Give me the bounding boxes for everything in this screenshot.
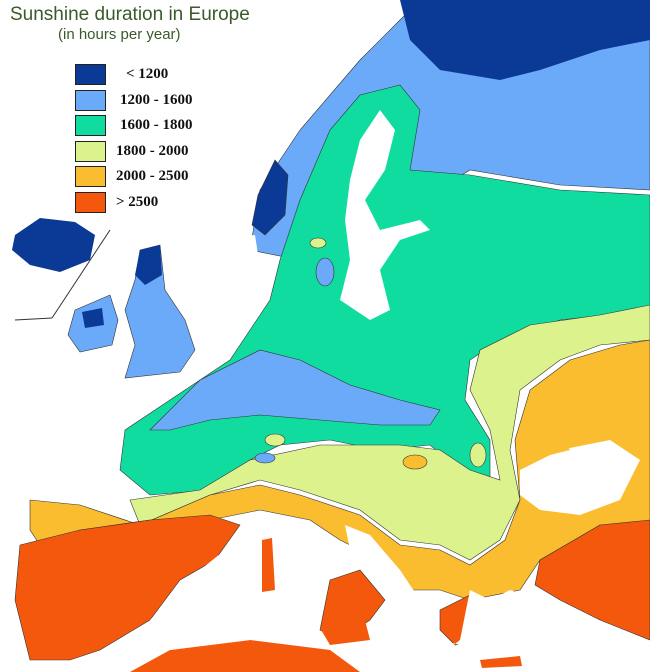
legend-swatch (75, 191, 106, 213)
baltic-sea (340, 110, 430, 320)
legend-item: 1800 - 2000 (75, 139, 193, 165)
legend-label: < 1200 (126, 66, 169, 83)
inset-divider (51, 229, 111, 319)
legend: < 1200 1200 - 1600 1600 - 1800 1800 - 20… (75, 62, 193, 215)
inset-divider-base (14, 317, 53, 321)
iceland (12, 218, 95, 272)
legend-swatch (75, 140, 106, 162)
zone-below-1200-norway (251, 159, 289, 236)
legend-label: 1200 - 1600 (120, 91, 193, 108)
sweden-blue-spot (315, 257, 335, 287)
crimea (540, 435, 570, 455)
scotland-dark (135, 245, 162, 285)
crete (480, 656, 522, 668)
adriatic-sea (345, 525, 420, 605)
zone-above-2500-iberia (14, 514, 241, 661)
sicily (320, 620, 370, 645)
legend-swatch (75, 89, 106, 111)
legend-item: 2000 - 2500 (75, 164, 193, 190)
black-sea (520, 440, 640, 515)
legend-label: 1800 - 2000 (116, 142, 189, 159)
legend-label: > 2500 (116, 193, 159, 210)
legend-swatch (75, 166, 106, 188)
legend-swatch (75, 115, 106, 137)
zone-above-2500-africa (130, 640, 360, 672)
pale-spot-central (264, 433, 286, 447)
corsica-sardinia (262, 538, 275, 592)
legend-label: 1600 - 1800 (120, 117, 193, 134)
zone-above-2500-italy (319, 569, 386, 641)
zone-1200-1600-central (149, 349, 441, 431)
sweden-pale-spot (309, 237, 327, 249)
legend-item: < 1200 (75, 62, 193, 88)
map-subtitle: (in hours per year) (58, 26, 181, 43)
pale-spot-ukraine (469, 442, 487, 468)
zone-above-2500-turkey (534, 519, 650, 641)
legend-swatch (75, 64, 106, 86)
orange-spot-carpathian (402, 454, 428, 470)
ireland-dark (82, 308, 104, 328)
zone-below-1200-kola (400, 0, 650, 80)
mediterranean-sea (150, 525, 330, 650)
legend-label: 2000 - 2500 (116, 168, 189, 185)
zone-1800-2000 (129, 304, 650, 561)
legend-item: > 2500 (75, 190, 193, 216)
legend-item: 1600 - 1800 (75, 113, 193, 139)
map-title: Sunshine duration in Europe (10, 4, 250, 25)
alps-blue-spot (254, 452, 276, 464)
atlantic-ocean (0, 220, 250, 500)
legend-item: 1200 - 1600 (75, 88, 193, 114)
north-sea-gap (200, 235, 265, 345)
ionian-aegean-sea (380, 590, 540, 672)
